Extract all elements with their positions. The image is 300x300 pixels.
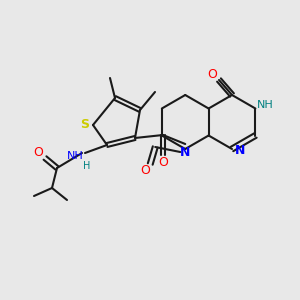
Text: H: H [83, 161, 91, 171]
Text: NH: NH [67, 151, 83, 161]
Text: S: S [80, 118, 89, 131]
Text: N: N [180, 146, 190, 158]
Text: O: O [207, 68, 217, 82]
Text: O: O [158, 157, 168, 169]
Text: O: O [140, 164, 150, 178]
Text: N: N [235, 145, 245, 158]
Text: O: O [33, 146, 43, 158]
Text: NH: NH [257, 100, 274, 110]
